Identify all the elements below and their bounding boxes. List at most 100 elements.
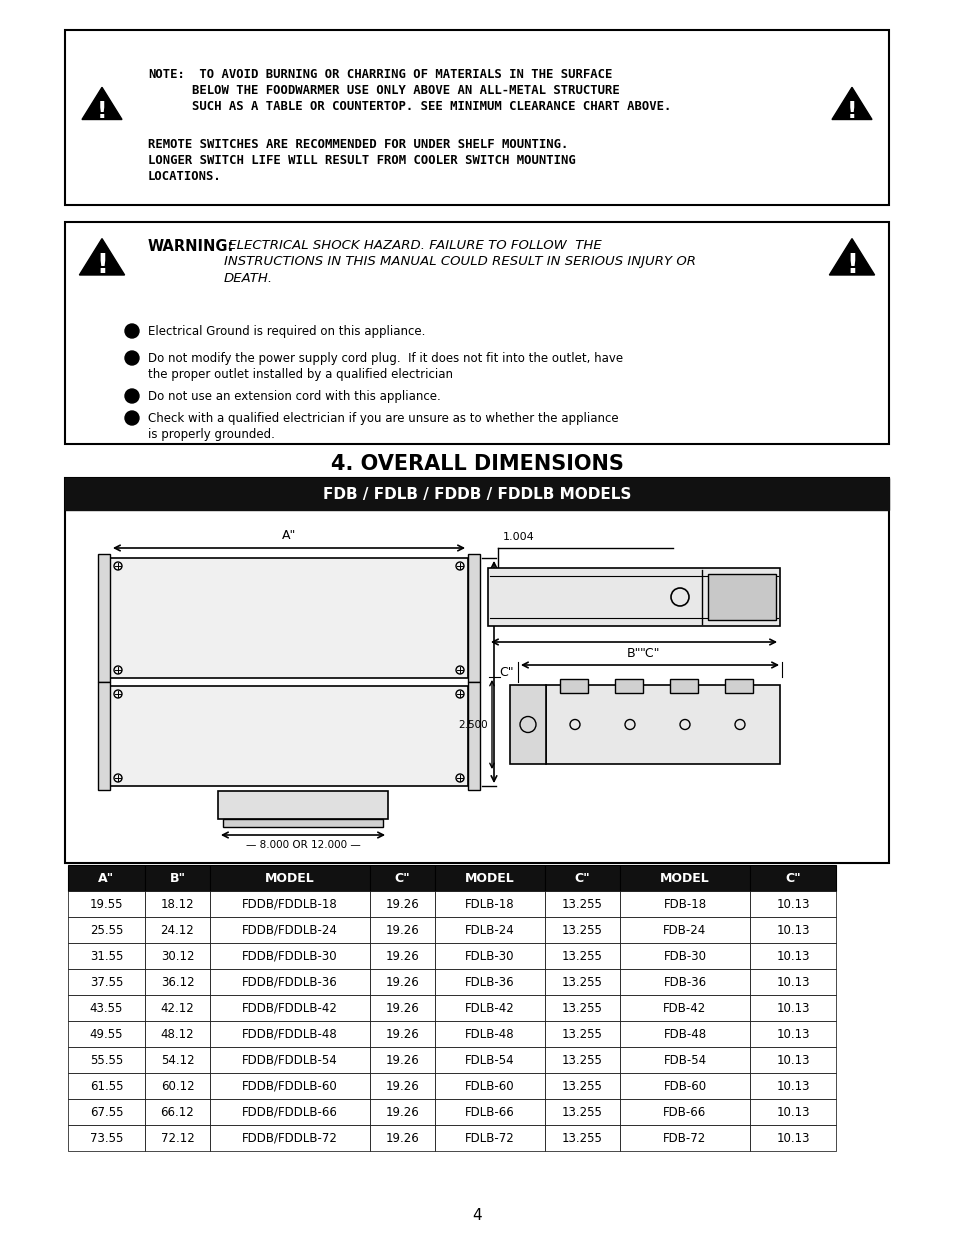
Polygon shape xyxy=(79,238,125,275)
Text: FDB / FDLB / FDDB / FDDLB MODELS: FDB / FDLB / FDDB / FDDLB MODELS xyxy=(322,487,631,501)
Bar xyxy=(544,969,619,995)
Bar xyxy=(210,995,370,1021)
Text: 55.55: 55.55 xyxy=(90,1053,123,1067)
Text: 72.12: 72.12 xyxy=(160,1131,194,1145)
Bar xyxy=(749,864,835,890)
Polygon shape xyxy=(828,238,874,275)
Text: 13.255: 13.255 xyxy=(561,1028,602,1041)
Text: FDDB/FDDLB-18: FDDB/FDDLB-18 xyxy=(242,898,337,910)
Bar xyxy=(110,685,468,785)
Text: Do not use an extension cord with this appliance.: Do not use an extension cord with this a… xyxy=(148,390,440,403)
Bar xyxy=(435,890,544,918)
Text: 36.12: 36.12 xyxy=(160,976,194,988)
Circle shape xyxy=(125,324,139,338)
Bar xyxy=(145,864,210,890)
Text: FDLB-18: FDLB-18 xyxy=(465,898,515,910)
Bar xyxy=(145,944,210,969)
Bar xyxy=(559,679,587,693)
Text: FDB-60: FDB-60 xyxy=(662,1079,706,1093)
Text: FDB-18: FDB-18 xyxy=(662,898,706,910)
Text: 42.12: 42.12 xyxy=(160,1002,194,1014)
Text: FDLB-66: FDLB-66 xyxy=(465,1105,515,1119)
Text: FDDB/FDDLB-36: FDDB/FDDLB-36 xyxy=(242,976,337,988)
Bar xyxy=(707,574,775,620)
Text: FDLB-60: FDLB-60 xyxy=(465,1079,515,1093)
Bar xyxy=(370,1021,435,1047)
Bar xyxy=(98,555,110,682)
Bar xyxy=(145,890,210,918)
Bar xyxy=(488,568,780,626)
Text: 19.26: 19.26 xyxy=(385,976,419,988)
Bar xyxy=(724,679,752,693)
Bar xyxy=(435,918,544,944)
Bar xyxy=(370,969,435,995)
Bar xyxy=(68,864,145,890)
Text: 13.255: 13.255 xyxy=(561,950,602,962)
Text: 19.26: 19.26 xyxy=(385,1105,419,1119)
Text: NOTE:: NOTE: xyxy=(148,68,185,82)
Text: 10.13: 10.13 xyxy=(776,1002,809,1014)
Text: B": B" xyxy=(626,647,640,659)
Bar xyxy=(145,995,210,1021)
Text: A": A" xyxy=(281,529,295,542)
Text: 19.55: 19.55 xyxy=(90,898,123,910)
Text: 30.12: 30.12 xyxy=(161,950,194,962)
Bar xyxy=(435,944,544,969)
Bar xyxy=(544,1099,619,1125)
Bar xyxy=(544,1073,619,1099)
Text: FDDB/FDDLB-66: FDDB/FDDLB-66 xyxy=(242,1105,337,1119)
Bar xyxy=(619,969,749,995)
Text: FDLB-30: FDLB-30 xyxy=(465,950,515,962)
Bar xyxy=(749,995,835,1021)
Text: FDB-54: FDB-54 xyxy=(662,1053,706,1067)
Text: FDLB-42: FDLB-42 xyxy=(465,1002,515,1014)
Text: 10.13: 10.13 xyxy=(776,1131,809,1145)
Text: FDB-36: FDB-36 xyxy=(662,976,706,988)
Text: REMOTE SWITCHES ARE RECOMMENDED FOR UNDER SHELF MOUNTING.
LONGER SWITCH LIFE WIL: REMOTE SWITCHES ARE RECOMMENDED FOR UNDE… xyxy=(148,138,576,183)
Bar xyxy=(619,918,749,944)
Text: 10.13: 10.13 xyxy=(776,898,809,910)
Text: C": C" xyxy=(784,872,800,884)
Text: 13.255: 13.255 xyxy=(561,1105,602,1119)
Text: FDLB-24: FDLB-24 xyxy=(465,924,515,936)
Text: MODEL: MODEL xyxy=(465,872,515,884)
Polygon shape xyxy=(82,88,122,120)
Circle shape xyxy=(125,389,139,403)
Bar xyxy=(544,864,619,890)
Bar xyxy=(65,478,888,510)
Bar xyxy=(210,864,370,890)
Bar xyxy=(619,890,749,918)
Bar xyxy=(68,1099,145,1125)
Bar xyxy=(223,819,382,827)
Text: FDB-42: FDB-42 xyxy=(662,1002,706,1014)
Bar xyxy=(68,995,145,1021)
Text: 18.12: 18.12 xyxy=(160,898,194,910)
Text: 10.13: 10.13 xyxy=(776,924,809,936)
Text: FDB-72: FDB-72 xyxy=(662,1131,706,1145)
Text: WARNING:: WARNING: xyxy=(148,240,234,254)
Bar xyxy=(544,944,619,969)
Text: 10.13: 10.13 xyxy=(776,976,809,988)
Text: — 8.000 OR 12.000 —: — 8.000 OR 12.000 — xyxy=(245,840,360,850)
Bar xyxy=(749,1125,835,1151)
Bar xyxy=(370,995,435,1021)
Text: FDDB/FDDLB-42: FDDB/FDDLB-42 xyxy=(242,1002,337,1014)
Bar xyxy=(544,1047,619,1073)
Text: 54.12: 54.12 xyxy=(160,1053,194,1067)
Bar xyxy=(210,969,370,995)
Bar xyxy=(68,944,145,969)
Text: 10.13: 10.13 xyxy=(776,1053,809,1067)
Text: 13.255: 13.255 xyxy=(561,898,602,910)
Bar xyxy=(68,1125,145,1151)
Bar xyxy=(65,30,888,205)
Text: 19.26: 19.26 xyxy=(385,1002,419,1014)
Bar xyxy=(619,995,749,1021)
Text: 10.13: 10.13 xyxy=(776,950,809,962)
Bar xyxy=(68,1073,145,1099)
Text: "C": "C" xyxy=(639,647,659,659)
Bar xyxy=(145,1125,210,1151)
Text: C": C" xyxy=(395,872,410,884)
Bar xyxy=(370,864,435,890)
Text: FDB-30: FDB-30 xyxy=(662,950,706,962)
Text: 4. OVERALL DIMENSIONS: 4. OVERALL DIMENSIONS xyxy=(331,454,622,474)
